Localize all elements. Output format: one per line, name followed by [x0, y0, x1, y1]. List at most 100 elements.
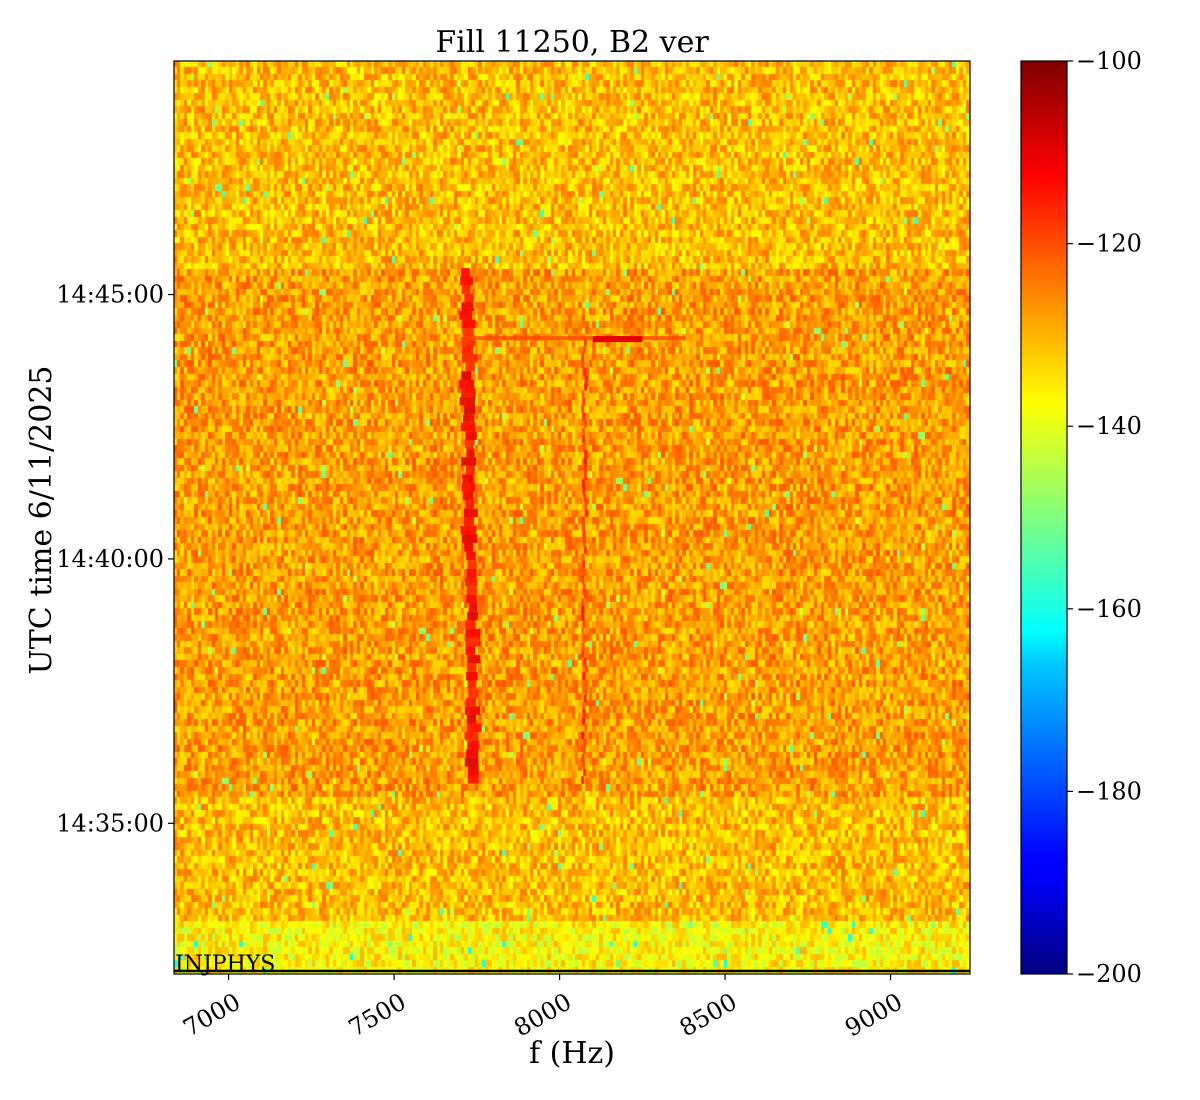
plot-frame — [173, 60, 971, 975]
heatmap-cells — [174, 61, 970, 974]
feature-0-segment — [463, 517, 475, 526]
feature-1-segment — [582, 561, 586, 569]
feature-0-segment — [462, 319, 476, 329]
feature-1-segment — [581, 753, 585, 762]
feature-0-segment — [464, 439, 474, 449]
feature-0-segment — [464, 620, 476, 629]
feature-1-segment — [581, 627, 585, 636]
feature-1-segment — [582, 524, 586, 532]
feature-1-segment — [581, 405, 585, 413]
feature-0-segment — [468, 603, 478, 612]
feature-0-segment — [465, 628, 481, 638]
feature-0-segment — [466, 448, 475, 458]
feature-1-segment — [582, 397, 586, 406]
feature-1-segment — [583, 368, 587, 376]
feature-1-segment — [582, 538, 586, 547]
feature-0-segment — [467, 740, 480, 750]
feature-0-segment — [460, 422, 476, 432]
feature-0-segment — [461, 302, 474, 312]
feature-1-segment — [584, 457, 588, 465]
feature-1-segment — [581, 390, 585, 398]
feature-1-segment — [584, 687, 588, 695]
feature-0-segment — [464, 732, 479, 741]
feature-0-segment — [461, 336, 476, 346]
chart-title: Fill 11250, B2 ver — [435, 25, 709, 60]
feature-0-segment — [460, 388, 476, 397]
feature-1-segment — [582, 702, 586, 710]
feature-1-segment — [584, 509, 588, 517]
feature-0-segment — [468, 689, 479, 698]
feature-0-segment — [459, 311, 472, 320]
feature-1-segment — [581, 553, 585, 562]
feature-0-segment — [460, 276, 473, 286]
colorbar-tick-label: −140 — [1076, 412, 1142, 440]
feature-0-segment — [465, 465, 475, 475]
feature-1-segment — [584, 664, 588, 673]
feature-0-segment — [464, 293, 474, 303]
feature-1-segment — [581, 642, 585, 651]
colorbar-tick-label: −100 — [1076, 47, 1142, 75]
feature-0-segment — [466, 551, 476, 561]
feature-1-segment — [584, 679, 588, 688]
feature-1-segment — [581, 731, 585, 740]
feature-0-segment — [461, 354, 478, 363]
feature-0-segment — [462, 414, 475, 423]
feature-0-segment — [460, 525, 477, 535]
y-tick-label: 14:45:00 — [56, 281, 164, 309]
feature-1-segment — [583, 635, 587, 643]
feature-0-segment — [466, 594, 477, 604]
colorbar-tick-label: −120 — [1076, 230, 1142, 258]
feature-1-segment — [583, 657, 587, 665]
feature-1-segment — [581, 650, 585, 658]
feature-0-segment — [467, 775, 479, 784]
feature-1-segment — [581, 479, 585, 487]
feature-0-segment — [467, 560, 477, 569]
feature-1-segment — [583, 568, 587, 576]
feature-0-segment — [465, 637, 481, 647]
feature-0-segment — [461, 345, 474, 355]
feature-0-segment — [465, 431, 477, 440]
y-tick-label: 14:35:00 — [56, 809, 164, 837]
feature-1-segment — [581, 598, 585, 606]
feature-1-segment — [581, 575, 585, 584]
feature-1-segment — [584, 472, 588, 480]
feature-0-segment — [461, 482, 475, 492]
feature-0-segment — [467, 723, 482, 733]
feature-3 — [592, 336, 643, 343]
feature-0-segment — [467, 654, 481, 664]
x-tick-label: 7000 — [178, 988, 245, 1043]
x-tick-label: 8500 — [675, 988, 742, 1043]
feature-0-segment — [461, 457, 477, 466]
x-tick-label: 8000 — [509, 988, 576, 1043]
feature-0-segment — [459, 396, 475, 406]
feature-0-segment — [463, 508, 478, 518]
feature-1-segment — [581, 435, 585, 443]
feature-1-segment — [582, 709, 586, 717]
feature-0-segment — [461, 371, 472, 380]
feature-1-segment — [582, 761, 586, 769]
feature-1-segment — [583, 694, 587, 703]
x-axis-label: f (Hz) — [529, 1036, 615, 1071]
heatmap-image — [174, 61, 970, 974]
feature-1-segment — [581, 605, 585, 614]
feature-0-segment — [461, 534, 478, 544]
colorbar-tick-label: −160 — [1076, 595, 1142, 623]
feature-0-segment — [464, 405, 476, 415]
feature-1-segment — [583, 494, 587, 502]
spectral-features — [459, 268, 686, 784]
feature-1-segment — [582, 716, 586, 725]
feature-1-segment — [582, 346, 586, 354]
feature-1-segment — [584, 464, 588, 473]
feature-1-segment — [583, 768, 587, 777]
feature-0-segment — [465, 362, 475, 372]
feature-0-segment — [467, 611, 479, 621]
feature-0-segment — [466, 586, 477, 595]
feature-2 — [466, 336, 686, 341]
feature-0-segment — [462, 491, 474, 501]
x-tick-label: 9000 — [840, 988, 907, 1043]
feature-1-segment — [582, 672, 586, 680]
feature-0-segment — [461, 285, 471, 294]
feature-0-segment — [467, 680, 477, 690]
feature-0-segment — [466, 663, 477, 672]
